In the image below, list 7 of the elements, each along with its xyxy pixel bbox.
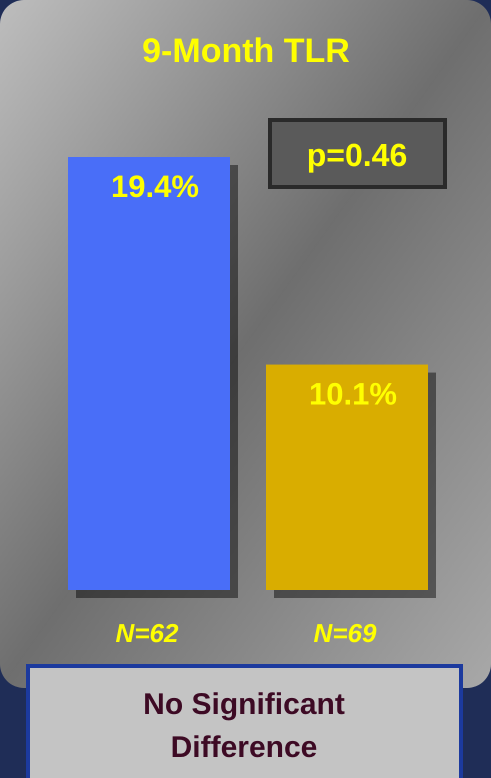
chart-title: 9-Month TLR bbox=[142, 32, 350, 70]
data-label: 19.4% bbox=[111, 169, 199, 204]
x-tick-label: N=62 bbox=[116, 618, 179, 648]
text: No Significant Difference bbox=[143, 688, 345, 764]
x-tick-label: N=69 bbox=[314, 618, 377, 648]
data-label: 10.1% bbox=[309, 376, 397, 412]
annotation: p=0.46 bbox=[306, 137, 408, 173]
